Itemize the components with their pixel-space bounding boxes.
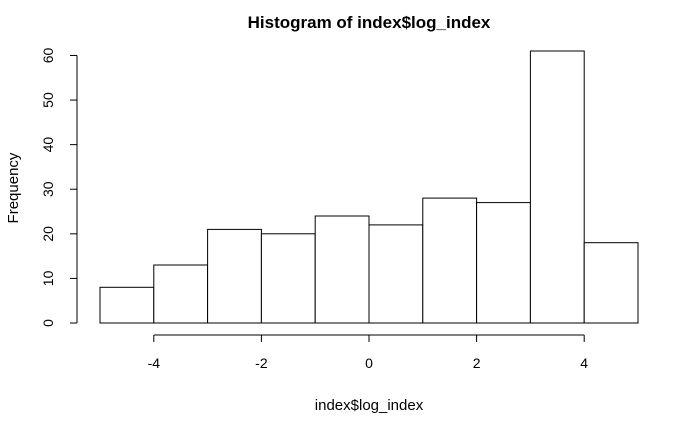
histogram-bar-3 [260, 233, 316, 324]
x-axis: -4 -2 0 2 4 [148, 334, 588, 371]
y-axis: 0 10 20 30 40 50 60 [40, 47, 78, 327]
x-tick-label: 4 [580, 355, 588, 371]
x-tick-label: 0 [365, 355, 373, 371]
histogram-bar-4 [314, 215, 370, 324]
x-tick-label: 2 [473, 355, 481, 371]
x-tick-label: -2 [255, 355, 268, 371]
histogram-bar-6 [422, 197, 478, 324]
y-tick-label: 60 [40, 47, 56, 63]
histogram-bar-9 [583, 242, 639, 324]
y-tick-label: 20 [40, 226, 56, 242]
y-tick-label: 30 [40, 181, 56, 197]
histogram-bar-1 [153, 264, 209, 324]
chart-title: Histogram of index$log_index [248, 13, 491, 32]
y-tick-label: 50 [40, 92, 56, 108]
x-axis-label: index$log_index [315, 397, 424, 414]
y-axis-label: Frequency [5, 152, 22, 223]
histogram-bar-0 [99, 286, 155, 324]
histogram-bar-7 [476, 202, 531, 324]
histogram-bar-2 [207, 228, 262, 324]
histogram-bar-8 [529, 50, 585, 324]
histogram-bars [99, 50, 639, 324]
y-tick-label: 40 [40, 137, 56, 153]
y-tick-label: 10 [40, 270, 56, 286]
y-tick-label: 0 [40, 319, 56, 327]
x-tick-label: -4 [148, 355, 161, 371]
histogram-bar-5 [368, 224, 424, 324]
